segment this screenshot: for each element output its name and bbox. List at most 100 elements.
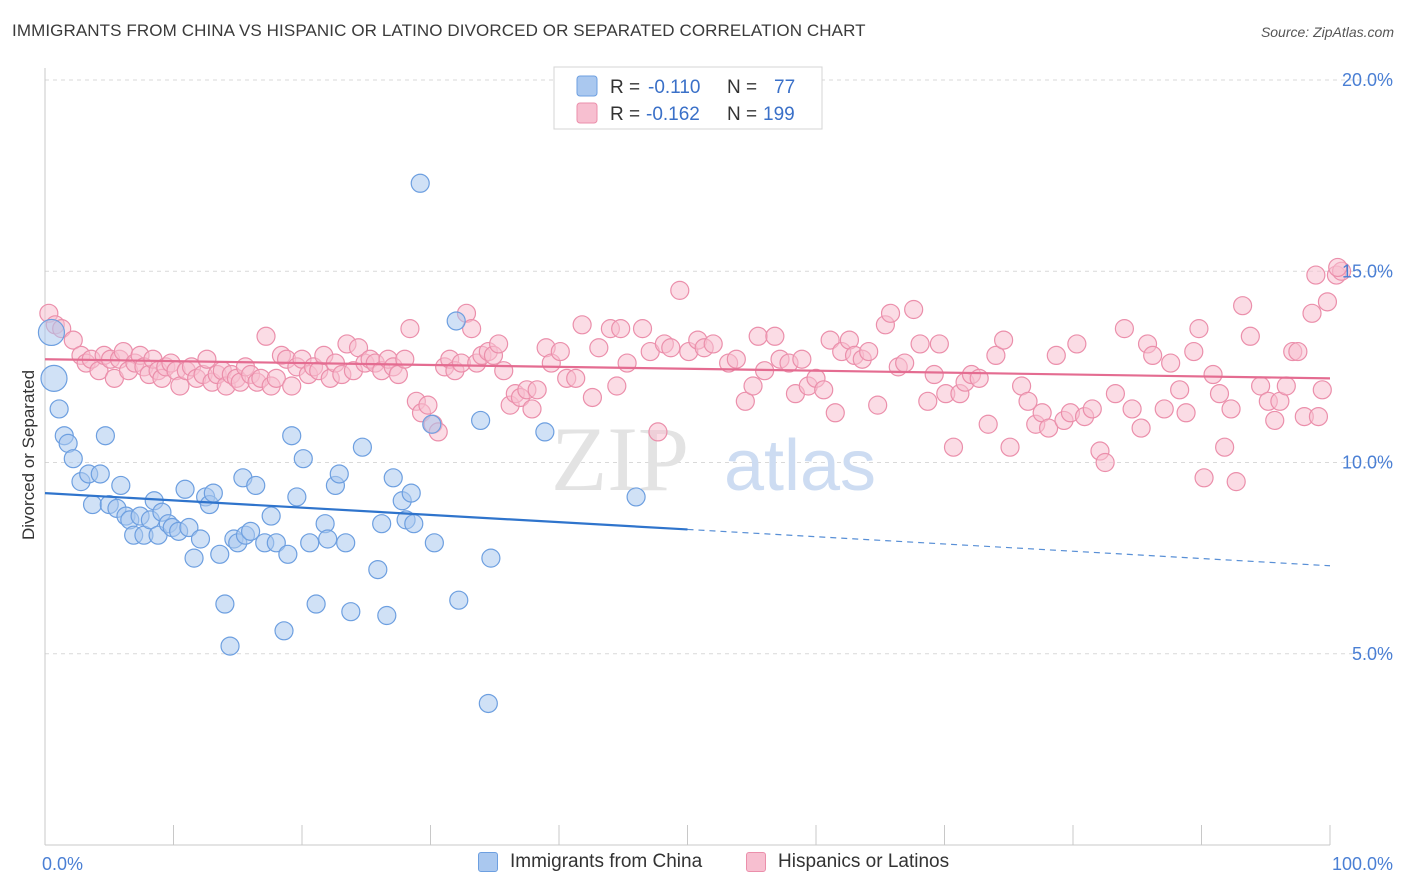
pink-point bbox=[1095, 452, 1115, 473]
blue-point bbox=[481, 548, 501, 568]
pink-point bbox=[814, 380, 834, 400]
pink-point bbox=[1312, 380, 1332, 400]
blue-point bbox=[63, 449, 83, 469]
pink-point bbox=[1154, 399, 1174, 419]
blue-point bbox=[300, 533, 320, 553]
pink-point bbox=[1308, 407, 1329, 427]
blue-point bbox=[49, 399, 69, 419]
blue-point bbox=[336, 533, 356, 553]
pink-point bbox=[617, 353, 637, 373]
pink-point bbox=[1233, 296, 1253, 316]
pink-point bbox=[703, 334, 723, 354]
pink-point bbox=[632, 319, 653, 339]
legend-n-value-1: 77 bbox=[774, 77, 795, 98]
blue-point bbox=[175, 479, 195, 499]
pink-point bbox=[726, 349, 746, 369]
pink-point bbox=[1082, 399, 1102, 419]
blue-point bbox=[278, 544, 298, 564]
pink-point bbox=[868, 395, 888, 415]
legend-item-china: Immigrants from China bbox=[478, 851, 702, 873]
blue-point bbox=[266, 533, 286, 553]
pink-point bbox=[1276, 376, 1296, 396]
pink-point bbox=[607, 376, 627, 396]
pink-point bbox=[792, 349, 812, 369]
pink-point bbox=[197, 349, 217, 369]
pink-point bbox=[1114, 319, 1135, 339]
pink-point bbox=[904, 299, 924, 320]
pink-point bbox=[1170, 380, 1190, 400]
pink-point bbox=[489, 334, 509, 354]
blue-point bbox=[446, 311, 466, 331]
blue-point bbox=[287, 487, 307, 507]
pink-point bbox=[661, 338, 681, 358]
pink-point bbox=[282, 376, 302, 396]
pink-point bbox=[918, 391, 938, 411]
blue-point bbox=[111, 475, 131, 496]
trend-lines bbox=[44, 358, 1331, 567]
pink-point bbox=[924, 364, 944, 385]
blue-point bbox=[274, 621, 294, 641]
y-tick-label: 5.0% bbox=[1352, 644, 1393, 664]
watermark-zip: ZIP bbox=[551, 408, 689, 510]
blue-point bbox=[184, 548, 204, 568]
pink-point bbox=[1018, 391, 1038, 411]
legend-pink-swatch bbox=[576, 102, 598, 124]
legend-label-china: Immigrants from China bbox=[510, 851, 703, 872]
x-tick-label: 100.0% bbox=[1332, 854, 1393, 874]
pink-point bbox=[994, 330, 1014, 350]
pink-point bbox=[648, 422, 668, 442]
chart-title: IMMIGRANTS FROM CHINA VS HISPANIC OR LAT… bbox=[12, 21, 866, 40]
pink-point bbox=[1215, 437, 1235, 457]
blue-point bbox=[190, 529, 211, 549]
pink-point bbox=[1194, 468, 1214, 488]
pink-point bbox=[566, 368, 586, 388]
pink-point bbox=[1184, 341, 1204, 362]
tick-labels: 5.0% 10.0% 15.0% 20.0% 0.0% 100.0% bbox=[42, 70, 1393, 874]
blue-point bbox=[293, 449, 313, 469]
bottom-legend: Immigrants from China Hispanics or Latin… bbox=[0, 851, 1406, 879]
blue-point bbox=[535, 422, 555, 442]
pink-point bbox=[1046, 345, 1066, 365]
pink-point bbox=[1143, 345, 1163, 365]
y-axis-title: Divorced or Separated bbox=[19, 370, 38, 540]
blue-point bbox=[241, 521, 261, 541]
blue-point bbox=[626, 487, 646, 507]
pink-point bbox=[527, 380, 547, 400]
pink-point bbox=[943, 437, 964, 457]
y-tick-label: 10.0% bbox=[1342, 453, 1393, 473]
pink-point bbox=[1328, 257, 1348, 278]
legend-r-value-1: -0.110 bbox=[648, 77, 700, 98]
source-label: Source: ZipAtlas.com bbox=[1260, 24, 1394, 40]
pink-point bbox=[550, 341, 570, 362]
pink-point bbox=[1317, 292, 1338, 312]
pink-point bbox=[418, 395, 438, 415]
pink-point bbox=[1131, 418, 1151, 438]
pink-point bbox=[1000, 437, 1020, 457]
pink-point bbox=[582, 387, 603, 408]
watermark: ZIP atlas bbox=[551, 408, 876, 510]
pink-point bbox=[820, 330, 840, 350]
blue-point bbox=[306, 594, 326, 614]
pink-point bbox=[1105, 384, 1126, 404]
pink-point bbox=[1189, 319, 1209, 339]
pink-point bbox=[1221, 399, 1241, 419]
pink-point bbox=[1176, 403, 1196, 423]
pink-point bbox=[929, 334, 949, 354]
watermark-atlas: atlas bbox=[724, 426, 876, 506]
pink-point bbox=[1067, 334, 1087, 354]
pink-point bbox=[735, 391, 755, 411]
pink-point bbox=[1302, 303, 1322, 323]
pink-point bbox=[522, 399, 542, 419]
legend-r-label-2: R = bbox=[610, 104, 640, 125]
pink-point bbox=[748, 326, 768, 346]
pink-point bbox=[986, 345, 1006, 365]
legend-n-value-2: 199 bbox=[763, 104, 795, 125]
pink-point bbox=[895, 353, 915, 373]
blue-point bbox=[318, 529, 338, 549]
blue-point bbox=[37, 318, 66, 347]
blue-point bbox=[368, 559, 388, 580]
pink-point bbox=[1288, 341, 1308, 362]
pink-point bbox=[400, 319, 420, 339]
blue-point bbox=[410, 173, 430, 193]
